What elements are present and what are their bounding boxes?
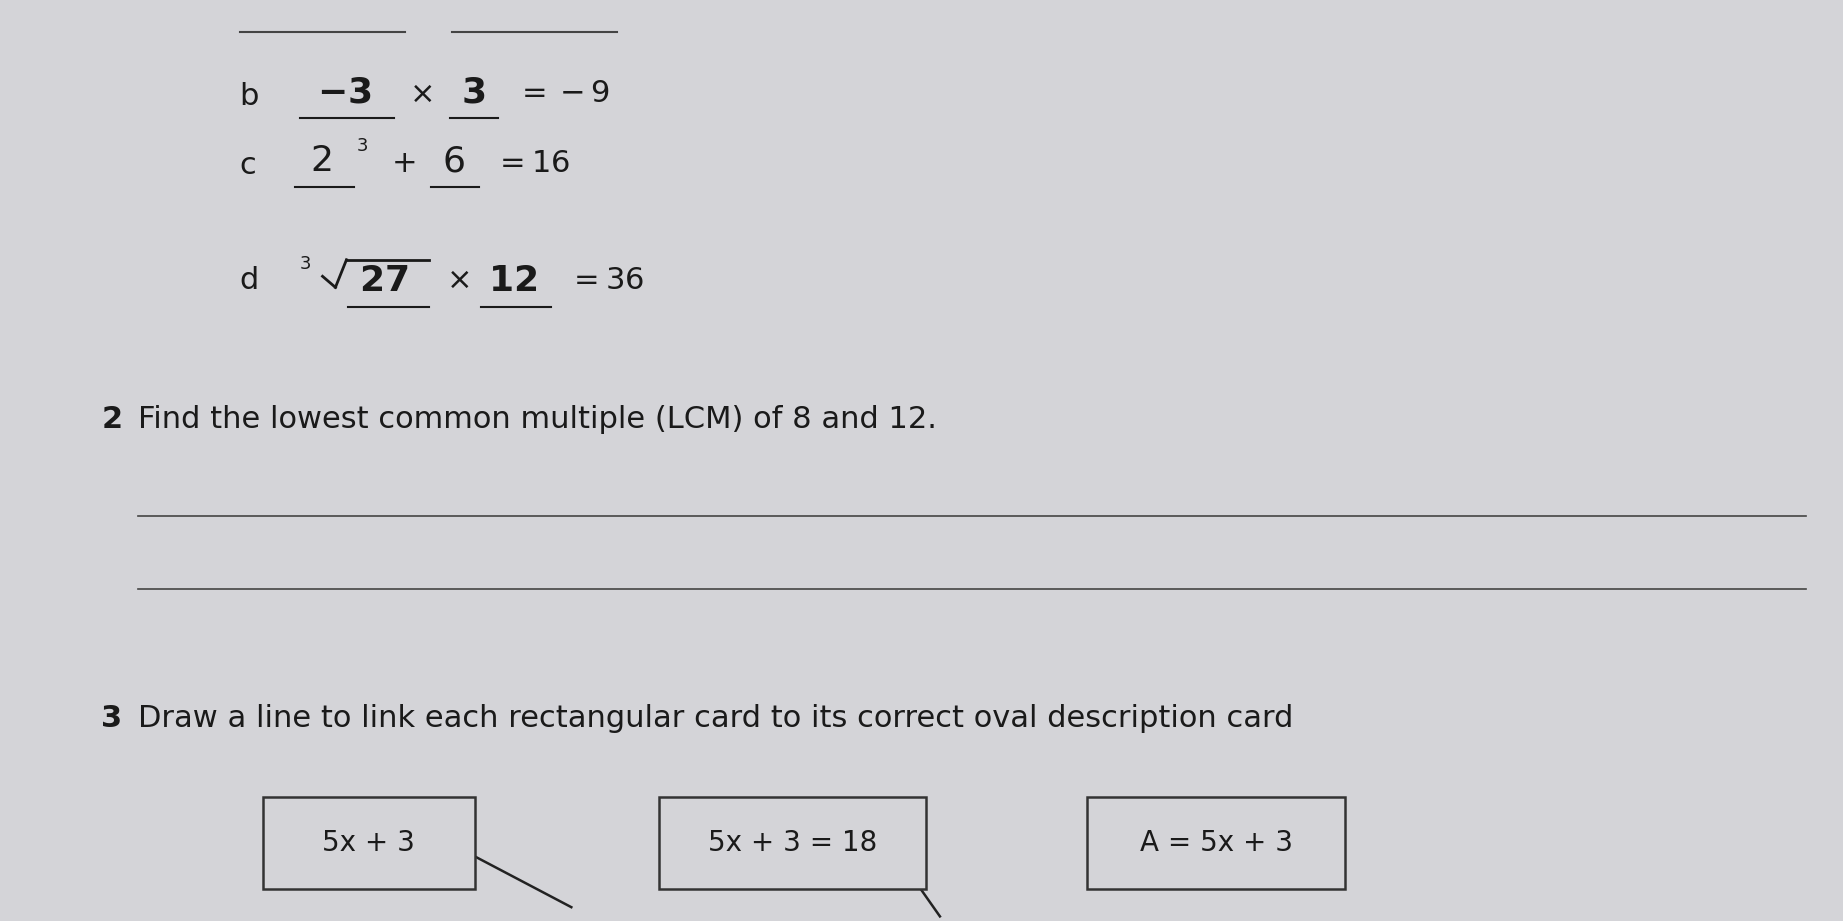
- FancyBboxPatch shape: [660, 797, 925, 889]
- Text: $= 16$: $= 16$: [494, 149, 569, 179]
- Text: b: b: [240, 82, 260, 111]
- Text: 5x + 3 = 18: 5x + 3 = 18: [708, 829, 877, 857]
- Text: $\mathbf{3}$: $\mathbf{3}$: [461, 76, 485, 109]
- Text: $3$: $3$: [299, 255, 311, 274]
- Text: $3$: $3$: [356, 137, 369, 156]
- Text: $= -9$: $= -9$: [516, 79, 610, 109]
- Text: $\mathbf{27}$: $\mathbf{27}$: [359, 264, 409, 297]
- Text: Find the lowest common multiple (LCM) of 8 and 12.: Find the lowest common multiple (LCM) of…: [138, 404, 936, 434]
- Text: $\mathit{6}$: $\mathit{6}$: [442, 145, 464, 178]
- Text: 5x + 3: 5x + 3: [323, 829, 415, 857]
- Text: d: d: [240, 266, 258, 296]
- Text: $\mathbf{12}$: $\mathbf{12}$: [488, 264, 538, 297]
- Text: $+$: $+$: [391, 149, 415, 179]
- Text: $\mathbf{-3}$: $\mathbf{-3}$: [317, 76, 372, 109]
- Text: 3: 3: [101, 704, 122, 733]
- Text: $\times$: $\times$: [446, 266, 470, 296]
- Text: $= 36$: $= 36$: [568, 266, 643, 296]
- FancyBboxPatch shape: [1087, 797, 1345, 889]
- Text: $\mathit{2}$: $\mathit{2}$: [310, 145, 332, 178]
- Text: $\times$: $\times$: [409, 79, 433, 109]
- Text: c: c: [240, 151, 256, 181]
- Text: A = 5x + 3: A = 5x + 3: [1139, 829, 1294, 857]
- FancyBboxPatch shape: [264, 797, 475, 889]
- Text: 2: 2: [101, 404, 122, 434]
- Text: Draw a line to link each rectangular card to its correct oval description card: Draw a line to link each rectangular car…: [138, 704, 1294, 733]
